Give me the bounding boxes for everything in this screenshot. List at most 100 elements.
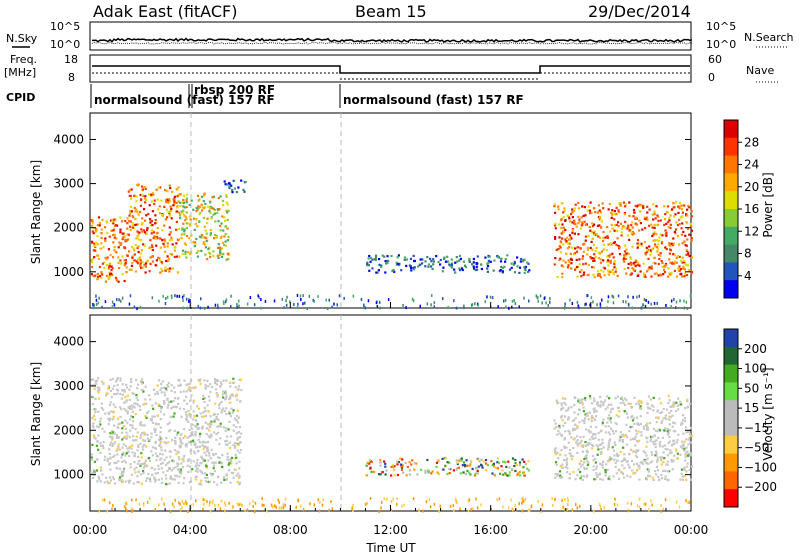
heatmap-cell bbox=[209, 234, 212, 237]
heatmap-cell bbox=[224, 240, 227, 243]
heatmap-cell bbox=[155, 458, 158, 462]
heatmap-cell bbox=[165, 483, 168, 486]
heatmap-cell bbox=[587, 235, 590, 238]
heatmap-cell bbox=[204, 202, 207, 205]
heatmap-cell bbox=[488, 255, 491, 258]
heatmap-cell bbox=[553, 427, 556, 430]
heatmap-cell bbox=[200, 249, 203, 252]
heatmap-cell bbox=[98, 222, 101, 225]
heatmap-cell bbox=[626, 227, 629, 230]
heatmap-cell bbox=[204, 480, 207, 483]
heatmap-cell bbox=[214, 402, 217, 405]
y-tick-label: 2000 bbox=[53, 423, 84, 437]
heatmap-cell bbox=[462, 471, 465, 474]
heatmap-cell bbox=[412, 254, 415, 257]
heatmap-cell bbox=[209, 229, 212, 232]
heatmap-cell bbox=[683, 475, 686, 478]
heatmap-cell bbox=[650, 223, 653, 226]
heatmap-cell bbox=[159, 462, 163, 465]
heatmap-cell bbox=[133, 305, 136, 309]
heatmap-cell bbox=[115, 467, 118, 470]
heatmap-cell bbox=[122, 425, 125, 428]
heatmap-cell bbox=[655, 421, 658, 424]
heatmap-cell bbox=[664, 218, 667, 221]
heatmap-cell bbox=[646, 249, 649, 252]
heatmap-cell bbox=[178, 211, 181, 214]
heatmap-cell bbox=[190, 394, 193, 397]
heatmap-cell bbox=[571, 302, 574, 305]
heatmap-cell bbox=[680, 468, 684, 471]
heatmap-cell bbox=[153, 202, 156, 205]
heatmap-cell bbox=[150, 418, 153, 421]
colorbar-tick-label: −15 bbox=[744, 421, 769, 435]
heatmap-cell bbox=[189, 252, 192, 255]
heatmap-cell bbox=[126, 238, 130, 241]
heatmap-cell bbox=[568, 238, 571, 241]
heatmap-cell bbox=[464, 472, 467, 476]
heatmap-cell bbox=[212, 464, 216, 467]
heatmap-cell bbox=[662, 268, 666, 271]
heatmap-cell bbox=[204, 441, 207, 444]
heatmap-cell bbox=[688, 255, 691, 258]
heatmap-cell bbox=[220, 411, 223, 414]
heatmap-cell bbox=[597, 432, 600, 435]
heatmap-cell bbox=[96, 272, 99, 276]
heatmap-cell bbox=[167, 201, 170, 204]
heatmap-cell bbox=[235, 474, 238, 477]
heatmap-cell bbox=[647, 224, 651, 227]
heatmap-cell bbox=[456, 467, 459, 470]
heatmap-cell bbox=[595, 472, 598, 475]
heatmap-cell bbox=[527, 469, 530, 472]
heatmap-cell bbox=[92, 303, 94, 306]
heatmap-cell bbox=[688, 468, 691, 472]
heatmap-cell bbox=[431, 294, 433, 297]
heatmap-cell bbox=[99, 480, 102, 483]
heatmap-cell bbox=[141, 185, 144, 188]
heatmap-cell bbox=[116, 417, 120, 420]
colorbar-tick-label: −100 bbox=[744, 460, 777, 474]
heatmap-cell bbox=[156, 414, 159, 417]
heatmap-cell bbox=[608, 433, 612, 436]
heatmap-cell bbox=[207, 205, 210, 208]
heatmap-cell bbox=[592, 259, 595, 262]
heatmap-cell bbox=[117, 246, 120, 249]
heatmap-cell bbox=[600, 443, 603, 446]
colorbar-tick-label: 12 bbox=[744, 224, 759, 238]
freq-label-1: Freq. bbox=[10, 53, 37, 66]
heatmap-cell bbox=[559, 474, 562, 477]
heatmap-cell bbox=[153, 429, 156, 432]
heatmap-cell bbox=[592, 207, 596, 210]
heatmap-cell bbox=[642, 272, 645, 275]
heatmap-cell bbox=[608, 203, 611, 206]
heatmap-cell bbox=[609, 242, 613, 245]
heatmap-cell bbox=[577, 304, 579, 308]
heatmap-cell bbox=[163, 458, 166, 461]
heatmap-cell bbox=[271, 505, 274, 508]
power-panel-frame bbox=[89, 112, 692, 309]
heatmap-cell bbox=[240, 378, 243, 381]
heatmap-cell bbox=[169, 231, 172, 234]
heatmap-cell bbox=[143, 464, 146, 467]
heatmap-cell bbox=[608, 458, 611, 461]
heatmap-cell bbox=[96, 458, 99, 461]
heatmap-cell bbox=[284, 503, 287, 507]
heatmap-cell bbox=[684, 420, 687, 423]
heatmap-cell bbox=[560, 264, 563, 267]
heatmap-cell bbox=[613, 502, 616, 506]
heatmap-cell bbox=[209, 206, 213, 210]
heatmap-cell bbox=[113, 246, 116, 249]
heatmap-cell bbox=[107, 277, 110, 280]
heatmap-cell bbox=[637, 244, 640, 247]
heatmap-cell bbox=[612, 432, 615, 435]
heatmap-cell bbox=[567, 416, 570, 419]
heatmap-cell bbox=[109, 432, 112, 435]
heatmap-cell bbox=[162, 242, 165, 245]
heatmap-cell bbox=[636, 468, 639, 471]
heatmap-cell bbox=[176, 450, 179, 453]
heatmap-cell bbox=[163, 399, 166, 403]
heatmap-cell bbox=[425, 500, 428, 504]
heatmap-cell bbox=[687, 454, 690, 457]
heatmap-cell bbox=[110, 410, 113, 413]
heatmap-cell bbox=[160, 437, 163, 440]
heatmap-cell bbox=[477, 465, 480, 468]
